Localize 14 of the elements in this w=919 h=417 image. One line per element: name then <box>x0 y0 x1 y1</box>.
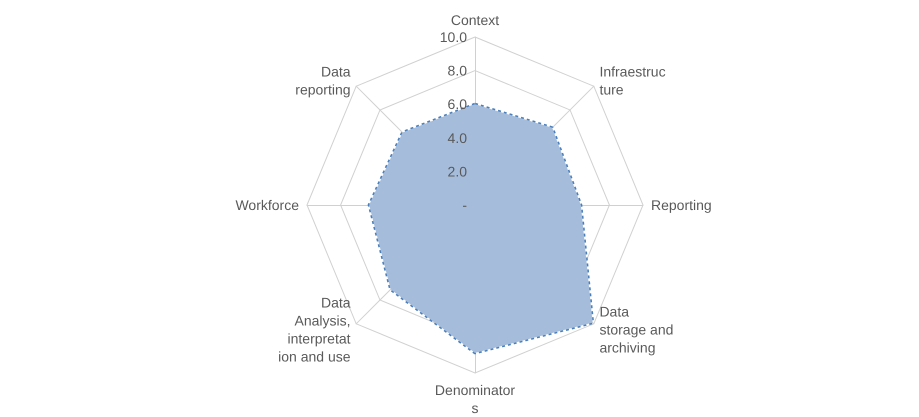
y-tick-label: 10.0 <box>440 29 468 45</box>
y-tick-label: 2.0 <box>448 163 468 180</box>
spoke-label: Denominators <box>434 382 516 416</box>
spoke-label: Data Analysis, interpretation and use <box>278 294 351 364</box>
spoke-label: Data storage and archiving <box>599 303 674 356</box>
y-tick-label: 6.0 <box>448 96 468 112</box>
y-tick-label: - <box>462 197 468 213</box>
y-tick-label: 4.0 <box>448 130 468 146</box>
spoke-label: Reporting <box>651 197 712 213</box>
spoke-label: Context <box>450 12 500 28</box>
spoke-label: Data reporting <box>295 64 351 98</box>
y-tick-label: 8.0 <box>448 62 468 79</box>
spoke-label: Infraestructure <box>599 64 666 98</box>
spoke-label: Workforce <box>235 197 300 213</box>
